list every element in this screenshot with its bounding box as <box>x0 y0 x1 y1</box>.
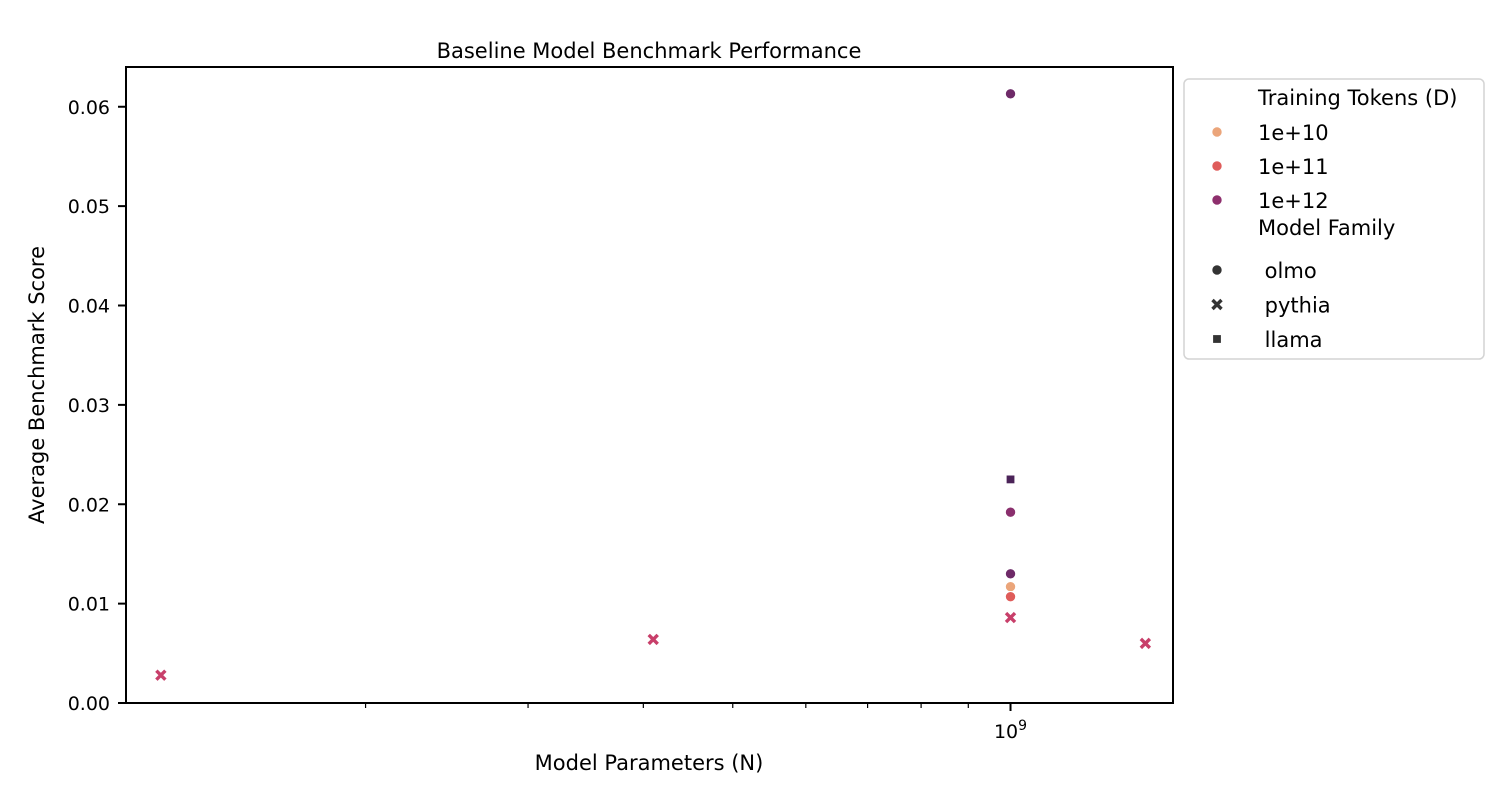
legend-label-hue: 1e+11 <box>1258 155 1329 179</box>
data-point-pythia <box>647 633 659 646</box>
legend-marker-hue <box>1211 126 1223 138</box>
y-tick-label: 0.06 <box>68 97 110 119</box>
data-point-olmo <box>1004 568 1017 580</box>
legend-marker-style <box>1211 298 1223 311</box>
y-tick-label: 0.02 <box>68 494 110 516</box>
legend-box <box>1183 78 1485 360</box>
x-axis-label: Model Parameters (N) <box>535 751 764 775</box>
y-tick-label: 0.01 <box>68 594 110 616</box>
legend: Training Tokens (D) Model Family 1e+10 1e… <box>1183 78 1485 360</box>
data-point-llama <box>1005 474 1016 485</box>
legend-marker-hue <box>1211 194 1223 206</box>
plot-frame <box>125 66 1174 704</box>
y-tick-label: 0.05 <box>68 196 110 218</box>
y-axis-label: Average Benchmark Score <box>25 246 49 524</box>
legend-label-style: pythia <box>1258 294 1331 318</box>
x-tick-label: 109 <box>994 718 1027 743</box>
legend-marker-style <box>1211 264 1223 276</box>
data-point-olmo <box>1004 590 1017 603</box>
chart-title: Baseline Model Benchmark Performance <box>437 39 862 63</box>
legend-label-style: olmo <box>1258 259 1317 283</box>
y-tick-label: 0.00 <box>68 693 110 715</box>
y-tick-label: 0.04 <box>68 296 110 318</box>
data-point-pythia <box>155 669 167 681</box>
legend-marker-style <box>1212 334 1222 344</box>
legend-label-hue: 1e+12 <box>1258 189 1329 213</box>
legend-marker-hue <box>1211 160 1223 172</box>
legend-label-style: llama <box>1258 328 1323 352</box>
data-point-olmo <box>1004 581 1017 593</box>
data-point-pythia <box>1139 637 1152 650</box>
legend-label-hue: 1e+10 <box>1258 121 1329 145</box>
legend-style-title: Model Family <box>1258 216 1395 240</box>
data-point-olmo <box>1004 506 1017 518</box>
data-point-olmo <box>1004 88 1017 100</box>
axes: 0.00 0.01 0.02 0.03 0.04 0.05 0.06 109 <box>68 97 1027 743</box>
data-point-pythia <box>1004 611 1017 624</box>
plot-area <box>155 88 1152 681</box>
legend-hue-title: Training Tokens (D) <box>1257 86 1457 110</box>
y-tick-label: 0.03 <box>68 395 110 417</box>
